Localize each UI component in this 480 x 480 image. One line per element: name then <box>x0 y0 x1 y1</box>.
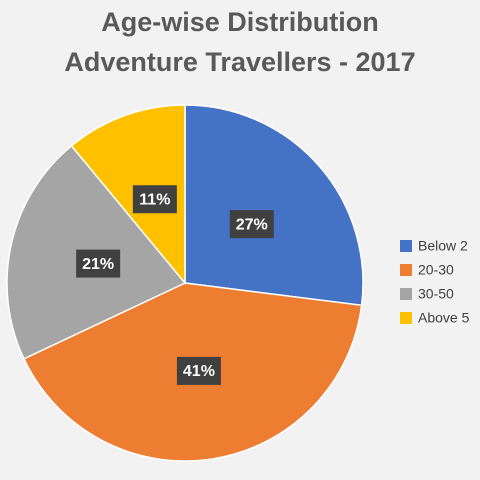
legend-label: Above 5 <box>418 310 470 326</box>
value-label-box <box>76 249 121 278</box>
legend-swatch <box>400 288 412 300</box>
pie-slice <box>184 104 364 307</box>
chart-title: Age-wise Distribution <box>101 7 379 37</box>
chart-title: Adventure Travellers - 2017 <box>64 47 415 77</box>
pie-slice <box>70 104 186 286</box>
value-label-box <box>229 210 274 239</box>
value-label: 27% <box>236 216 268 233</box>
value-label-box <box>132 185 177 214</box>
legend-label: Below 2 <box>418 238 468 254</box>
value-label: 11% <box>139 191 170 208</box>
value-label-box <box>176 356 221 385</box>
legend-label: 30-50 <box>418 286 454 302</box>
legend-swatch <box>400 240 412 252</box>
value-label: 21% <box>82 256 114 273</box>
legend-swatch <box>400 312 412 324</box>
legend-label: 20-30 <box>418 262 454 278</box>
value-label: 41% <box>183 363 215 380</box>
legend-swatch <box>400 264 412 276</box>
